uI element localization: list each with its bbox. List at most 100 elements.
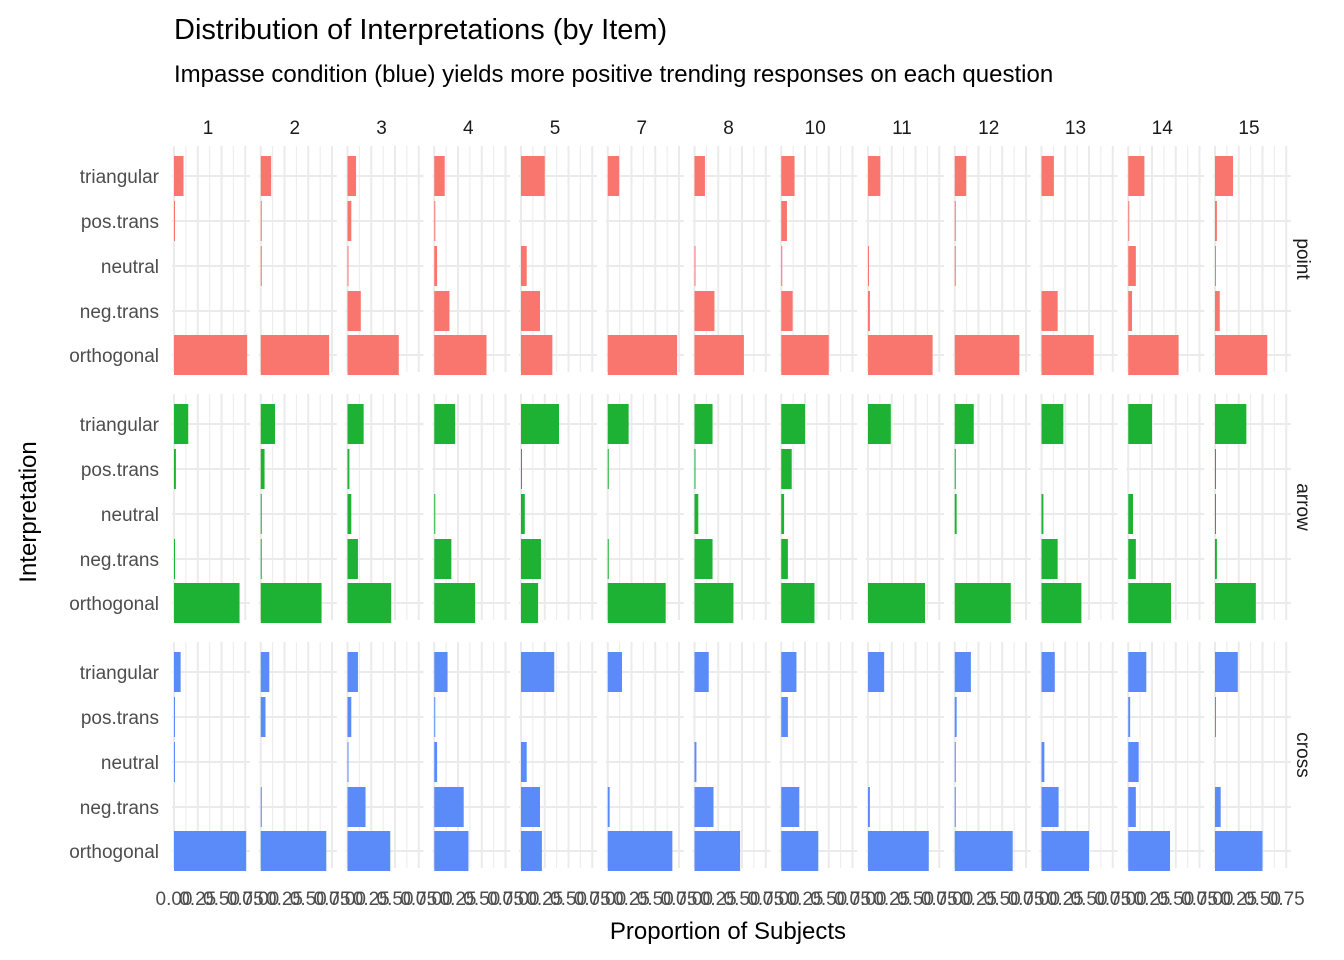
x-tick-label: 0.75 — [1268, 889, 1305, 910]
x-tick-label: 0.25 — [179, 889, 216, 910]
bar-cross-2-orthogonal — [260, 831, 327, 871]
bar-cross-1-neutral — [174, 742, 175, 782]
bar-point-10-neg-trans — [781, 291, 793, 331]
x-tick-label: 0.00 — [1110, 889, 1147, 910]
bar-cross-15-orthogonal — [1215, 831, 1263, 871]
x-tick-label: 0.50 — [463, 889, 500, 910]
bar-cross-3-neg-trans — [347, 787, 366, 827]
row-strip-label: arrow — [1292, 483, 1313, 531]
bar-arrow-13-orthogonal — [1041, 583, 1082, 623]
bar-cross-13-neutral — [1041, 742, 1045, 782]
bar-point-4-triangular — [434, 156, 445, 196]
bar-cross-1-triangular — [174, 652, 181, 692]
panels-layer: 1 2 3 4 5 7 8 10 11 12 13 14 15triangularpos.transne… — [69, 118, 1313, 910]
bar-arrow-5-neg-trans — [521, 539, 541, 579]
bar-cross-8-neutral — [694, 742, 697, 782]
column-strip-label: 12 — [978, 118, 999, 139]
bar-point-14-triangular — [1128, 156, 1145, 196]
bar-point-14-orthogonal — [1128, 335, 1179, 375]
bar-point-11-neg-trans — [868, 291, 870, 331]
x-tick-label: 0.25 — [787, 889, 824, 910]
x-tick-label: 0.00 — [329, 889, 366, 910]
bar-cross-5-neg-trans — [521, 787, 540, 827]
bar-point-1-triangular — [174, 156, 184, 196]
bar-cross-2-triangular — [260, 652, 270, 692]
column-strip-label: 2 — [289, 118, 300, 139]
bar-point-3-orthogonal — [347, 335, 399, 375]
bar-cross-13-triangular — [1041, 652, 1055, 692]
bar-cross-13-neg-trans — [1041, 787, 1059, 827]
bar-arrow-4-neg-trans — [434, 539, 452, 579]
y-category-label: pos.trans — [81, 460, 159, 481]
bar-cross-2-pos-trans — [260, 697, 266, 737]
y-category-label: triangular — [80, 415, 160, 436]
x-tick-label: 0.75 — [1094, 889, 1131, 910]
column-strip-label: 14 — [1152, 118, 1174, 139]
y-category-label: triangular — [80, 167, 160, 188]
x-tick-label: 0.75 — [1181, 889, 1218, 910]
x-tick-label: 0.50 — [1071, 889, 1108, 910]
bar-cross-5-neutral — [521, 742, 527, 782]
bar-point-10-triangular — [781, 156, 795, 196]
bar-point-12-orthogonal — [954, 335, 1020, 375]
x-tick-label: 0.00 — [850, 889, 887, 910]
column-strip-label: 13 — [1065, 118, 1086, 139]
bar-arrow-5-pos-trans — [521, 449, 522, 489]
bar-cross-10-neg-trans — [781, 787, 800, 827]
x-tick-label: 0.75 — [487, 889, 524, 910]
bar-point-13-orthogonal — [1041, 335, 1094, 375]
bar-cross-15-neg-trans — [1215, 787, 1221, 827]
x-tick-label: 0.00 — [589, 889, 626, 910]
bar-arrow-15-neg-trans — [1215, 539, 1217, 579]
bar-arrow-11-orthogonal — [868, 583, 925, 623]
bar-point-7-triangular — [607, 156, 620, 196]
x-tick-label: 0.00 — [156, 889, 193, 910]
y-category-label: pos.trans — [81, 708, 159, 729]
bar-arrow-7-triangular — [607, 404, 629, 444]
bar-point-13-triangular — [1041, 156, 1054, 196]
bar-point-2-orthogonal — [260, 335, 330, 375]
bar-cross-12-neg-trans — [954, 787, 956, 827]
bar-arrow-12-orthogonal — [954, 583, 1011, 623]
bar-arrow-1-neg-trans — [174, 539, 175, 579]
y-category-label: orthogonal — [69, 346, 159, 367]
bar-point-4-pos-trans — [434, 201, 436, 241]
bar-cross-7-orthogonal — [607, 831, 673, 871]
bar-arrow-8-neg-trans — [694, 539, 713, 579]
column-strip-label: 4 — [463, 118, 474, 139]
row-strip-label: cross — [1292, 732, 1313, 777]
bar-arrow-3-neutral — [347, 494, 352, 534]
bar-point-7-orthogonal — [607, 335, 678, 375]
y-category-label: triangular — [80, 663, 160, 684]
x-tick-label: 0.50 — [724, 889, 761, 910]
bar-arrow-10-neg-trans — [781, 539, 788, 579]
bar-point-4-neg-trans — [434, 291, 450, 331]
bar-point-5-neg-trans — [521, 291, 540, 331]
x-tick-label: 0.50 — [377, 889, 414, 910]
bar-arrow-14-orthogonal — [1128, 583, 1171, 623]
chart-title: Distribution of Interpretations (by Item… — [174, 14, 667, 46]
bar-point-10-pos-trans — [781, 201, 787, 241]
x-tick-label: 0.50 — [203, 889, 240, 910]
x-tick-label: 0.75 — [747, 889, 784, 910]
x-tick-label: 0.25 — [700, 889, 737, 910]
bar-arrow-3-orthogonal — [347, 583, 392, 623]
bar-point-14-pos-trans — [1128, 201, 1130, 241]
bar-point-2-pos-trans — [260, 201, 262, 241]
bar-arrow-4-neutral — [434, 494, 436, 534]
bar-arrow-8-neutral — [694, 494, 699, 534]
x-tick-label: 0.25 — [526, 889, 563, 910]
bar-point-11-orthogonal — [868, 335, 933, 375]
x-tick-label: 0.00 — [936, 889, 973, 910]
bar-point-5-neutral — [521, 246, 527, 286]
bar-arrow-1-orthogonal — [174, 583, 240, 623]
x-tick-label: 0.25 — [613, 889, 650, 910]
bar-cross-5-triangular — [521, 652, 555, 692]
bar-point-1-orthogonal — [174, 335, 248, 375]
bar-point-8-triangular — [694, 156, 705, 196]
bar-point-3-pos-trans — [347, 201, 352, 241]
x-tick-label: 0.00 — [416, 889, 453, 910]
column-strip-label: 10 — [805, 118, 826, 139]
bar-arrow-4-orthogonal — [434, 583, 476, 623]
x-tick-label: 0.50 — [984, 889, 1021, 910]
